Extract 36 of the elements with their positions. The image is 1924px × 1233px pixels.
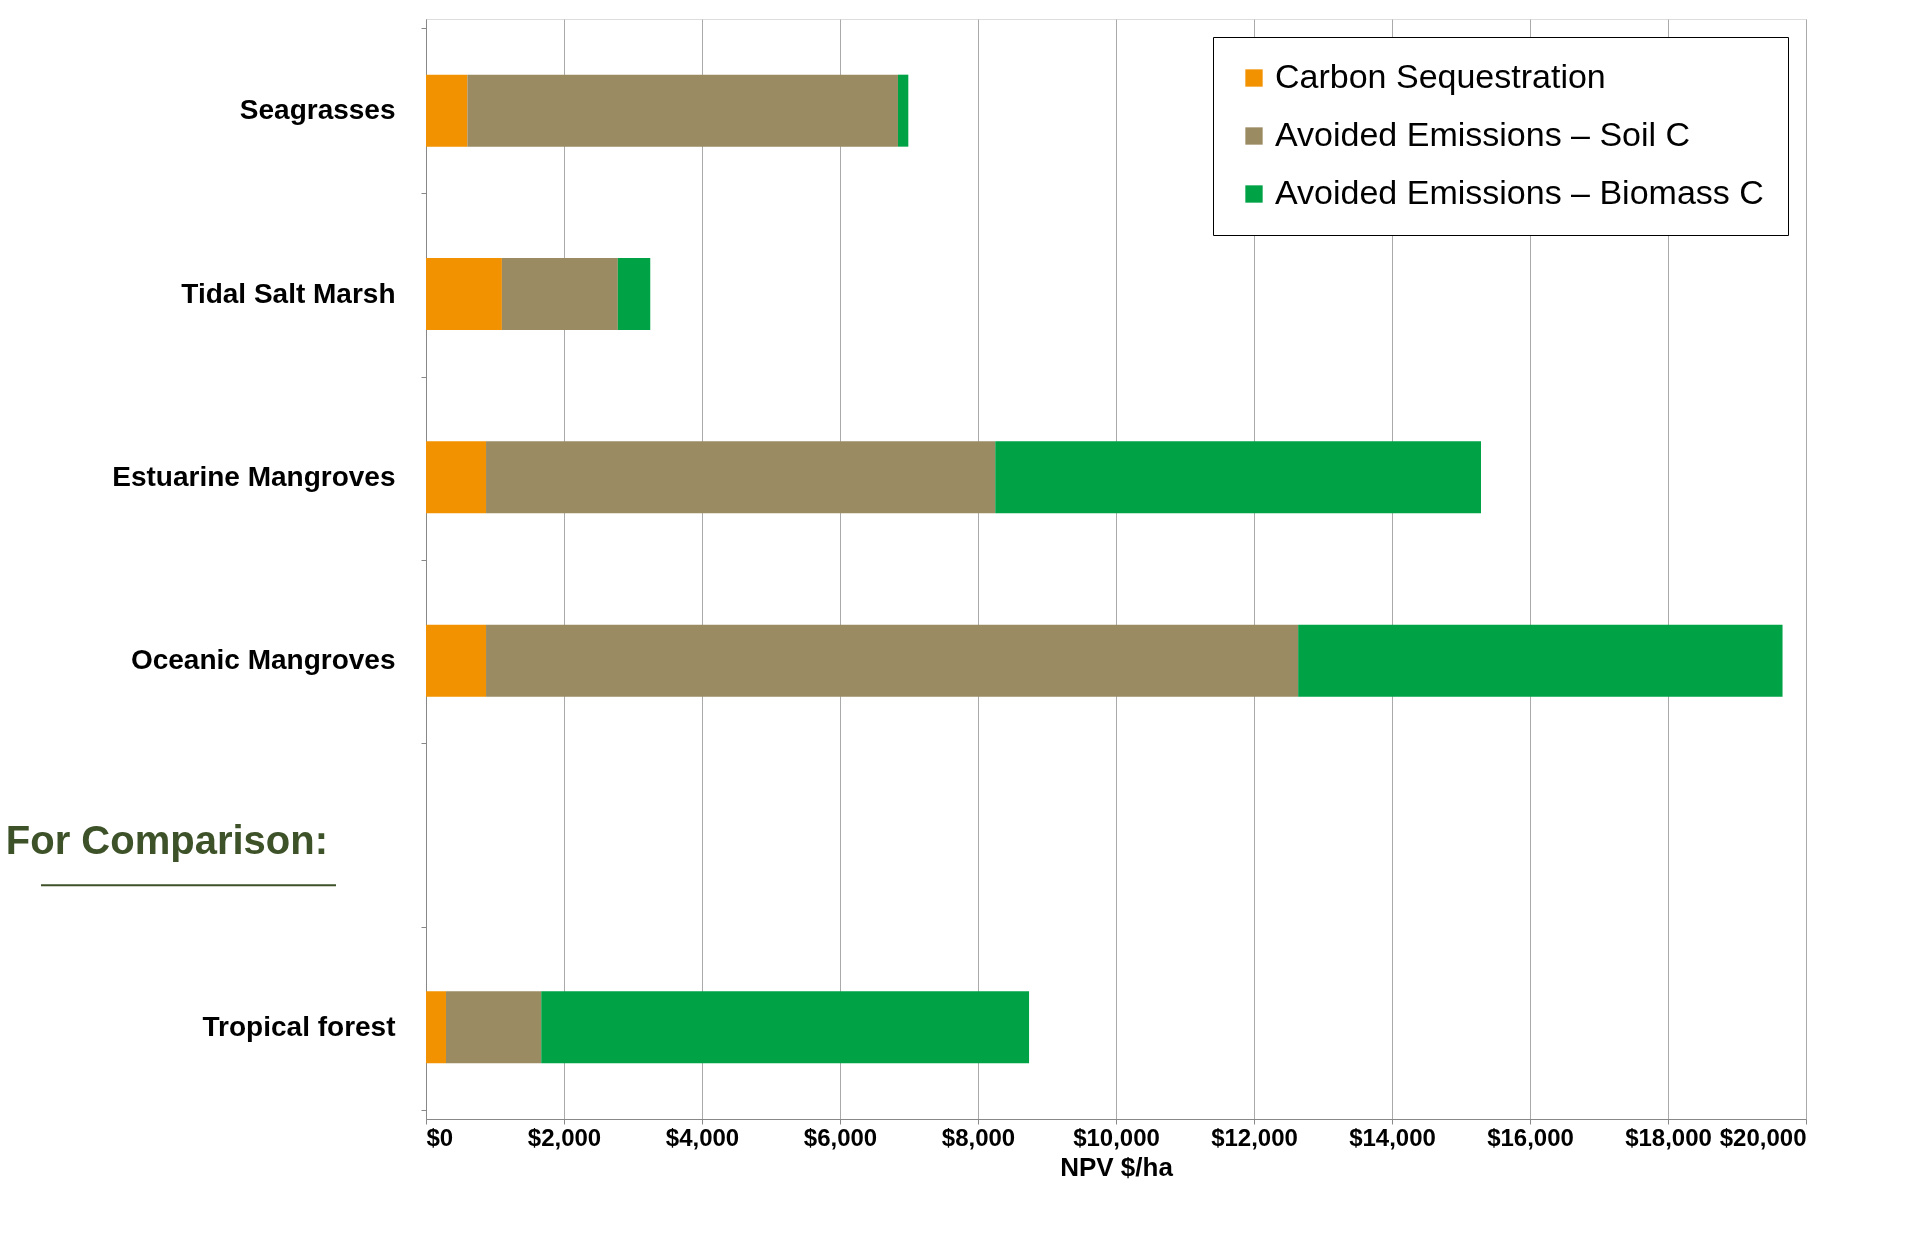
x-tick-label: $0 xyxy=(426,1123,454,1151)
bar xyxy=(467,74,898,147)
y-tick-label: Oceanic Mangroves xyxy=(130,644,396,676)
bar xyxy=(426,258,502,330)
x-tick-label: $6,000 xyxy=(803,1123,878,1151)
bar xyxy=(541,991,1030,1064)
x-tick-label: $18,000 xyxy=(1625,1123,1712,1151)
x-tick-label: $14,000 xyxy=(1349,1123,1436,1151)
x-tick-label: $4,000 xyxy=(665,1123,740,1151)
bar xyxy=(426,74,468,147)
legend-label: Avoided Emissions – Biomass C xyxy=(1275,173,1764,211)
bar xyxy=(1298,624,1783,697)
bar xyxy=(995,441,1482,514)
legend-label: Avoided Emissions – Soil C xyxy=(1275,115,1691,153)
text: For Comparison: xyxy=(5,818,328,862)
legend-label: Carbon Sequestration xyxy=(1275,57,1606,95)
bar xyxy=(446,991,542,1064)
y-tick-label: Estuarine Mangroves xyxy=(112,460,396,492)
y-tick-label: Tidal Salt Marsh xyxy=(181,277,396,309)
y-tick-label: Tropical forest xyxy=(202,1010,396,1042)
bar xyxy=(486,441,996,514)
x-axis-title: NPV $/ha xyxy=(1060,1151,1174,1182)
x-tick-label: $8,000 xyxy=(941,1123,1016,1151)
bar xyxy=(426,991,447,1064)
bar xyxy=(897,74,909,147)
x-tick-label: $2,000 xyxy=(527,1123,602,1151)
bar xyxy=(486,624,1299,697)
bar xyxy=(617,258,651,330)
bar xyxy=(426,624,487,697)
x-tick-label: $20,000 xyxy=(1719,1123,1807,1151)
bar xyxy=(501,258,618,330)
x-tick-label: $12,000 xyxy=(1211,1123,1298,1151)
bar xyxy=(426,441,487,514)
x-tick-label: $10,000 xyxy=(1073,1123,1160,1151)
y-tick-label: Seagrasses xyxy=(239,94,396,126)
x-tick-label: $16,000 xyxy=(1487,1123,1574,1151)
